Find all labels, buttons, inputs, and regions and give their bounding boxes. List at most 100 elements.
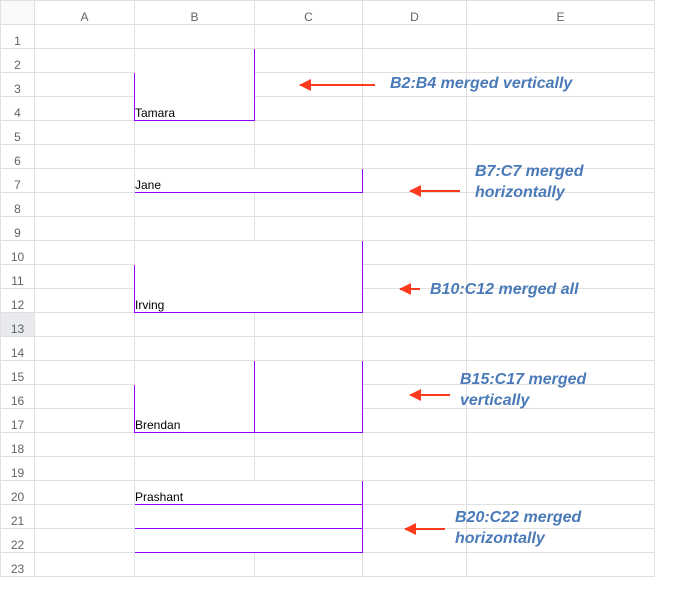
cell-D23[interactable] — [363, 553, 467, 577]
row-header-8[interactable]: 8 — [1, 193, 35, 217]
row-header-19[interactable]: 19 — [1, 457, 35, 481]
cell-A8[interactable] — [35, 193, 135, 217]
cell-A21[interactable] — [35, 505, 135, 529]
cell-D5[interactable] — [363, 121, 467, 145]
cell-D18[interactable] — [363, 433, 467, 457]
cell-E14[interactable] — [467, 337, 655, 361]
cell-D13[interactable] — [363, 313, 467, 337]
row-header-10[interactable]: 10 — [1, 241, 35, 265]
col-header-C[interactable]: C — [255, 1, 363, 25]
row-header-22[interactable]: 22 — [1, 529, 35, 553]
cell-A4[interactable] — [35, 97, 135, 121]
cell-C18[interactable] — [255, 433, 363, 457]
cell-E19[interactable] — [467, 457, 655, 481]
cell-A11[interactable] — [35, 265, 135, 289]
cell-C9[interactable] — [255, 217, 363, 241]
cell-E5[interactable] — [467, 121, 655, 145]
cell-E2[interactable] — [467, 49, 655, 73]
cell-C8[interactable] — [255, 193, 363, 217]
cell-C6[interactable] — [255, 145, 363, 169]
row-header-23[interactable]: 23 — [1, 553, 35, 577]
cell-E17[interactable] — [467, 409, 655, 433]
cell-C23[interactable] — [255, 553, 363, 577]
row-header-13[interactable]: 13 — [1, 313, 35, 337]
cell-A16[interactable] — [35, 385, 135, 409]
cell-D17[interactable] — [363, 409, 467, 433]
cell-A22[interactable] — [35, 529, 135, 553]
cell-A7[interactable] — [35, 169, 135, 193]
row-header-18[interactable]: 18 — [1, 433, 35, 457]
cell-D1[interactable] — [363, 25, 467, 49]
merged-cell-B15[interactable]: Brendan — [135, 361, 255, 433]
cell-E23[interactable] — [467, 553, 655, 577]
row-header-12[interactable]: 12 — [1, 289, 35, 313]
row-header-1[interactable]: 1 — [1, 25, 35, 49]
cell-A9[interactable] — [35, 217, 135, 241]
merged-cell-B22[interactable] — [135, 529, 363, 553]
cell-E10[interactable] — [467, 241, 655, 265]
col-header-A[interactable]: A — [35, 1, 135, 25]
row-header-7[interactable]: 7 — [1, 169, 35, 193]
cell-E20[interactable] — [467, 481, 655, 505]
cell-A17[interactable] — [35, 409, 135, 433]
cell-E13[interactable] — [467, 313, 655, 337]
row-header-17[interactable]: 17 — [1, 409, 35, 433]
cell-D10[interactable] — [363, 241, 467, 265]
cell-A3[interactable] — [35, 73, 135, 97]
cell-C14[interactable] — [255, 337, 363, 361]
cell-C19[interactable] — [255, 457, 363, 481]
merged-cell-B21[interactable] — [135, 505, 363, 529]
row-header-4[interactable]: 4 — [1, 97, 35, 121]
cell-B23[interactable] — [135, 553, 255, 577]
row-header-20[interactable]: 20 — [1, 481, 35, 505]
cell-D14[interactable] — [363, 337, 467, 361]
cell-B1[interactable] — [135, 25, 255, 49]
cell-D2[interactable] — [363, 49, 467, 73]
cell-A20[interactable] — [35, 481, 135, 505]
cell-D6[interactable] — [363, 145, 467, 169]
cell-D9[interactable] — [363, 217, 467, 241]
cell-C5[interactable] — [255, 121, 363, 145]
merged-cell-B20[interactable]: Prashant — [135, 481, 363, 505]
col-header-D[interactable]: D — [363, 1, 467, 25]
cell-B8[interactable] — [135, 193, 255, 217]
col-header-E[interactable]: E — [467, 1, 655, 25]
cell-A5[interactable] — [35, 121, 135, 145]
cell-E4[interactable] — [467, 97, 655, 121]
cell-B14[interactable] — [135, 337, 255, 361]
cell-C13[interactable] — [255, 313, 363, 337]
cell-B5[interactable] — [135, 121, 255, 145]
cell-A14[interactable] — [35, 337, 135, 361]
cell-B9[interactable] — [135, 217, 255, 241]
cell-D4[interactable] — [363, 97, 467, 121]
cell-E18[interactable] — [467, 433, 655, 457]
cell-A15[interactable] — [35, 361, 135, 385]
cell-A12[interactable] — [35, 289, 135, 313]
cell-D19[interactable] — [363, 457, 467, 481]
cell-C2[interactable] — [255, 49, 363, 73]
cell-C4[interactable] — [255, 97, 363, 121]
row-header-21[interactable]: 21 — [1, 505, 35, 529]
cell-B19[interactable] — [135, 457, 255, 481]
cell-B13[interactable] — [135, 313, 255, 337]
row-header-3[interactable]: 3 — [1, 73, 35, 97]
merged-cell-C15[interactable] — [255, 361, 363, 433]
col-header-B[interactable]: B — [135, 1, 255, 25]
cell-E9[interactable] — [467, 217, 655, 241]
row-header-16[interactable]: 16 — [1, 385, 35, 409]
cell-B6[interactable] — [135, 145, 255, 169]
cell-A6[interactable] — [35, 145, 135, 169]
row-header-14[interactable]: 14 — [1, 337, 35, 361]
cell-A13[interactable] — [35, 313, 135, 337]
row-header-9[interactable]: 9 — [1, 217, 35, 241]
merged-cell-B2[interactable]: Tamara — [135, 49, 255, 121]
merged-cell-B7[interactable]: Jane — [135, 169, 363, 193]
cell-A19[interactable] — [35, 457, 135, 481]
cell-C1[interactable] — [255, 25, 363, 49]
cell-E1[interactable] — [467, 25, 655, 49]
cell-B18[interactable] — [135, 433, 255, 457]
cell-A1[interactable] — [35, 25, 135, 49]
cell-A23[interactable] — [35, 553, 135, 577]
row-header-6[interactable]: 6 — [1, 145, 35, 169]
row-header-5[interactable]: 5 — [1, 121, 35, 145]
